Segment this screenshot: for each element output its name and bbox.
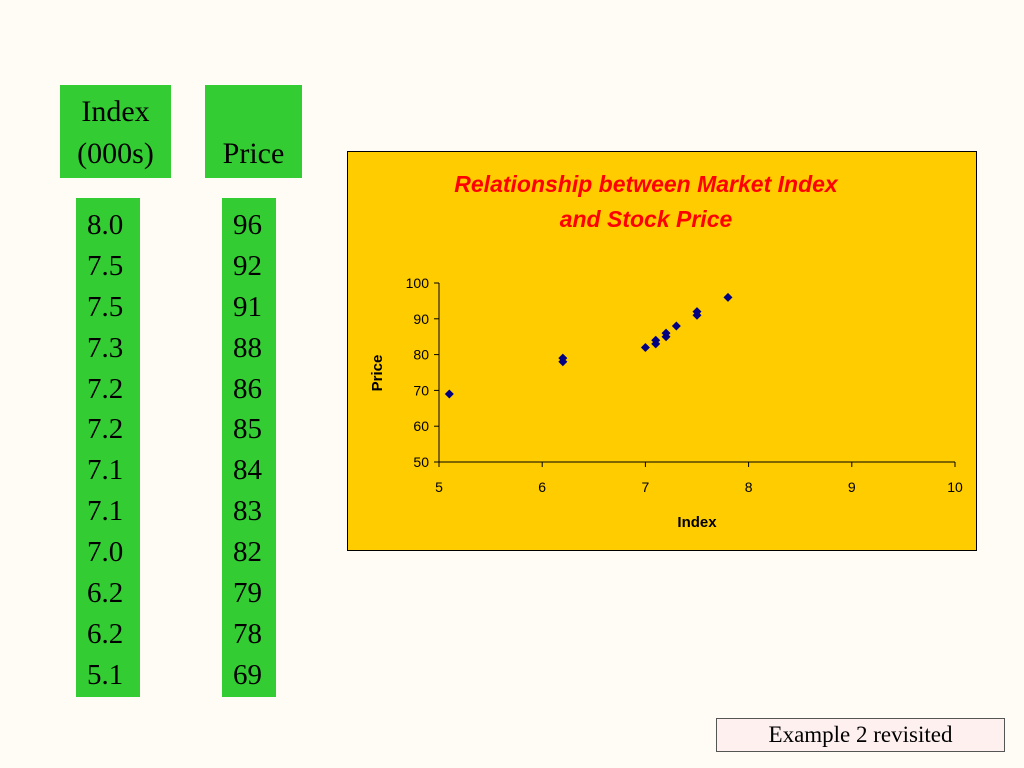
index-value-cell: 7.1 [87, 454, 124, 487]
index-value-cell: 8.0 [87, 209, 124, 241]
price-value-cell: 85 [233, 413, 262, 446]
price-value-cell: 88 [233, 331, 262, 364]
price-value-cell: 82 [233, 536, 262, 569]
price-value-cell: 83 [233, 495, 262, 528]
x-tick-label: 6 [538, 479, 546, 495]
chart-title-line: Relationship between Market Index [454, 171, 839, 197]
y-tick-label: 90 [413, 311, 429, 327]
scatter-chart: Relationship between Market Index and Sto… [347, 151, 977, 551]
y-tick-label: 50 [413, 454, 429, 470]
x-tick-label: 10 [947, 479, 963, 495]
price-value-cell: 84 [233, 454, 262, 487]
index-value-cell: 7.3 [87, 331, 124, 364]
x-tick-label: 7 [642, 479, 650, 495]
price-header-label: Price [222, 137, 285, 170]
index-value-cell: 7.1 [87, 495, 124, 528]
index-header-label: Index [81, 95, 150, 128]
index-value-cell: 6.2 [87, 577, 124, 610]
price-value-cell: 86 [233, 372, 262, 405]
y-tick-label: 70 [413, 382, 429, 398]
price-value-cell: 79 [233, 577, 262, 610]
data-point [692, 310, 702, 320]
data-point [651, 339, 661, 349]
price-value-cell: 92 [233, 249, 262, 282]
data-point [661, 332, 671, 342]
chart-canvas: Relationship between Market Index and Sto… [369, 171, 963, 531]
index-values-column: 8.0 7.5 7.5 7.3 7.2 7.2 7.1 7.1 7.0 6.2 6.2 5.1 [76, 198, 140, 697]
index-value-cell: 7.2 [87, 372, 124, 405]
y-tick-label: 80 [413, 347, 429, 363]
index-value-cell: 7.5 [87, 249, 124, 282]
chart-title-line: and Stock Price [560, 206, 733, 232]
index-header-unit: (000s) [77, 137, 154, 170]
x-tick-label: 5 [435, 479, 443, 495]
x-axis-label: Index [677, 514, 717, 531]
data-point [723, 292, 733, 302]
price-value-cell: 69 [233, 658, 262, 691]
data-point [671, 321, 681, 331]
price-value-cell: 96 [233, 209, 262, 241]
price-value-cell: 91 [233, 290, 262, 323]
y-tick-label: 60 [413, 418, 429, 434]
y-axis-label: Price [369, 355, 386, 392]
index-value-cell: 7.0 [87, 536, 124, 569]
index-column-header: Index (000s) [60, 85, 171, 178]
data-point [444, 389, 454, 399]
data-point [640, 342, 650, 352]
price-values-column: 96 92 91 88 86 85 84 83 82 79 78 69 [222, 198, 276, 697]
caption-box: Example 2 revisited [716, 718, 1005, 752]
y-tick-label: 100 [406, 275, 430, 291]
price-value-cell: 78 [233, 617, 262, 650]
index-value-cell: 5.1 [87, 658, 124, 691]
index-value-cell: 7.5 [87, 290, 124, 323]
x-tick-label: 9 [848, 479, 856, 495]
index-value-cell: 7.2 [87, 413, 124, 446]
data-point [558, 357, 568, 367]
price-column-header: Price [205, 85, 302, 178]
index-value-cell: 6.2 [87, 617, 124, 650]
x-tick-label: 8 [745, 479, 753, 495]
